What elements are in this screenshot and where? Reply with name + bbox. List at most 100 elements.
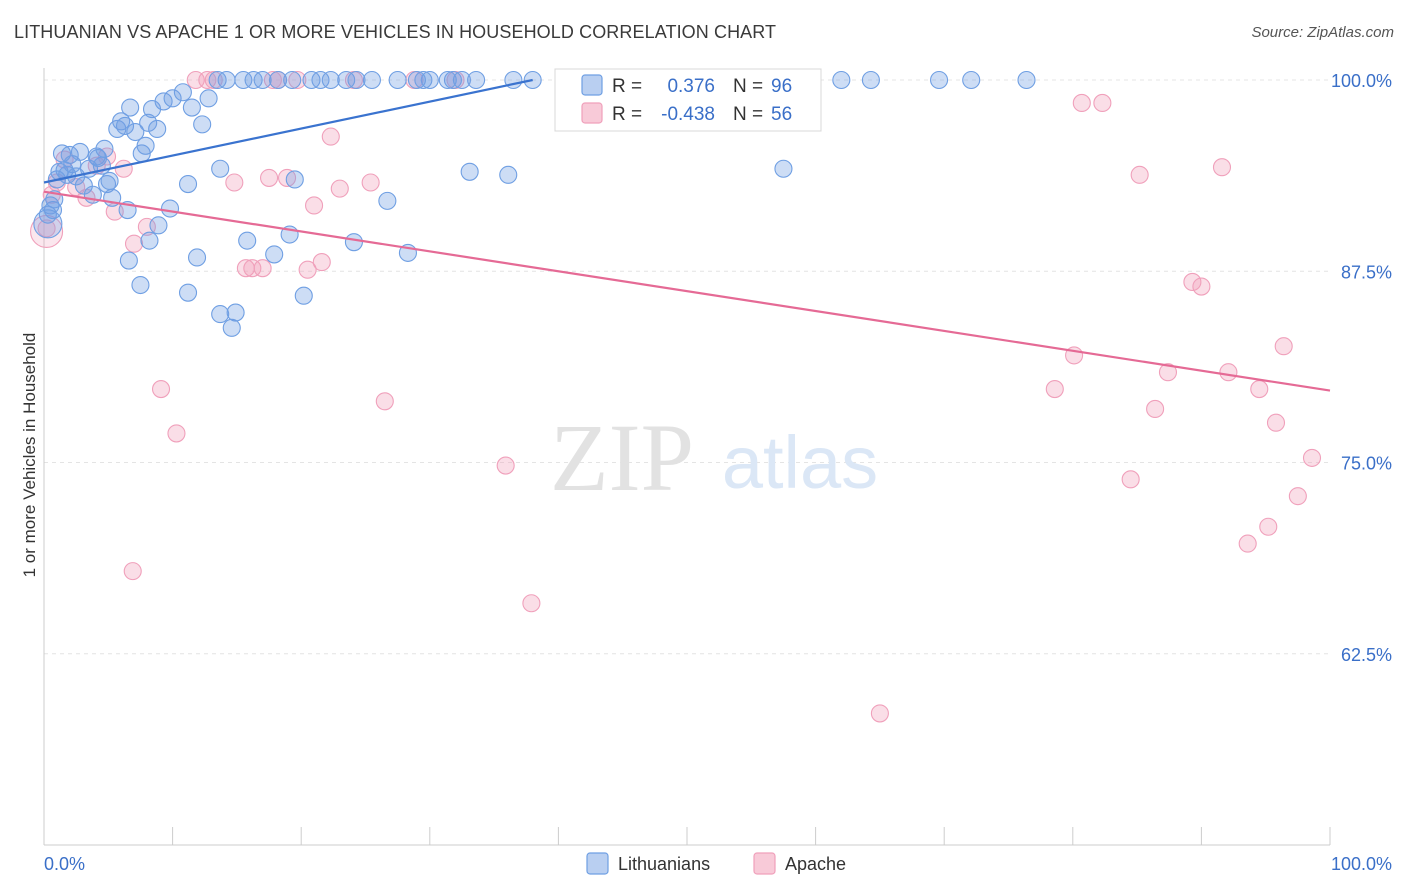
apache-point (37, 219, 56, 238)
lithuanian-point (344, 233, 363, 252)
y-tick-label: 87.5% (1341, 262, 1392, 282)
lithuanian-point (420, 70, 439, 90)
stats-n-label-apache: N = (733, 104, 763, 125)
apache-point (1130, 165, 1149, 184)
lithuanian-point (285, 170, 304, 189)
lithuanian-point (311, 70, 330, 90)
apache-point (114, 159, 133, 178)
lithuanian-point (337, 70, 356, 90)
lithuanian-point (148, 119, 167, 139)
y-tick-labels: 62.5% 75.0% 87.5% 100.0% (1331, 71, 1392, 665)
lithuanian-point (962, 70, 981, 90)
lithuanian-point (499, 165, 518, 184)
lithuanian-point (321, 70, 340, 90)
stats-r-label-lithuanians: R = (612, 76, 642, 97)
lithuanian-point (438, 70, 457, 90)
lithuanian-point-large (33, 209, 63, 239)
source-label: Source: ZipAtlas.com (1251, 24, 1394, 41)
apache-point (870, 704, 889, 723)
apache-point (522, 594, 541, 613)
lithuanian-point (388, 70, 407, 90)
apache-trend-line (43, 190, 1331, 392)
lithuanian-point (149, 216, 168, 235)
lithuanian-point (211, 305, 230, 324)
lithuanian-point (378, 191, 397, 210)
lithuanian-point (139, 113, 158, 132)
apache-point (1045, 380, 1064, 399)
legend-label-apache[interactable]: Apache (785, 854, 846, 874)
apache-point (1250, 380, 1269, 399)
apache-point (1288, 487, 1307, 506)
stats-r-label-apache: R = (612, 104, 642, 125)
apache-point (1212, 158, 1232, 177)
lithuanian-point (140, 231, 159, 250)
lithuanian-point (294, 286, 313, 305)
y-tick-label: 62.5% (1341, 645, 1392, 665)
lithuanian-point (407, 70, 426, 90)
apache-point (263, 70, 282, 90)
grid-lines (44, 79, 1330, 655)
lithuanian-point (199, 89, 218, 108)
lithuanian-point (265, 245, 284, 264)
lithuanian-point (182, 98, 201, 117)
chart-title: LITHUANIAN VS APACHE 1 OR MORE VEHICLES … (14, 22, 777, 42)
lithuanian-trend-line (43, 78, 533, 184)
lithuanian-point (88, 148, 108, 168)
lithuanian-point (283, 70, 302, 90)
lithuanian-point (70, 142, 90, 161)
lithuanian-point (253, 70, 272, 90)
x-tick-labels: 0.0% 100.0% (44, 854, 1392, 874)
apache-point (198, 70, 217, 90)
apache-point (167, 424, 186, 443)
lithuanian-point (234, 70, 253, 90)
legend-swatch-lithuanians[interactable] (586, 852, 609, 875)
y-axis-label: 1 or more Vehicles in Household (20, 332, 39, 578)
lithuanian-point (226, 303, 245, 322)
lithuanian-point (178, 174, 198, 194)
stats-swatch-lithuanians (581, 74, 603, 96)
lithuanian-point (347, 70, 366, 90)
apache-point (1274, 337, 1293, 356)
stats-swatch-apache (581, 102, 603, 124)
apache-point (330, 179, 349, 198)
apache-point (1146, 399, 1165, 419)
stats-n-label-lithuanians: N = (733, 76, 763, 97)
lithuanian-point (178, 283, 198, 302)
lithuanian-point (45, 190, 64, 209)
lithuanian-point (173, 83, 192, 102)
apache-point (278, 168, 297, 187)
x-tick-label: 100.0% (1331, 854, 1392, 874)
lithuanian-point (832, 70, 851, 90)
apache-point (1158, 363, 1178, 382)
apache-point (496, 456, 515, 475)
trend-lines (43, 78, 1331, 392)
watermark-zip: ZIP (550, 404, 694, 511)
legend-label-lithuanians[interactable]: Lithuanians (618, 854, 710, 874)
lithuanian-points (33, 70, 1036, 337)
apache-point (361, 173, 380, 192)
lithuanian-point (95, 139, 114, 158)
stats-legend: R = 0.376 N = 96 R = -0.438 N = 56 (554, 68, 822, 132)
y-tick-label: 75.0% (1341, 454, 1392, 474)
x-tick-label: 0.0% (44, 854, 85, 874)
lithuanian-point (211, 159, 230, 178)
lithuanian-point (131, 275, 150, 295)
apache-point (1266, 413, 1286, 432)
apache-point (375, 392, 394, 411)
apache-point (1192, 277, 1211, 296)
lithuanian-point (121, 98, 140, 117)
lithuanian-point (187, 248, 207, 267)
apache-point (151, 380, 171, 399)
legend-swatch-apache[interactable] (753, 852, 776, 875)
lithuanian-point (136, 136, 155, 155)
lithuanian-point (217, 70, 236, 90)
lithuanian-point (115, 116, 135, 135)
apache-point (312, 253, 331, 272)
lithuanian-point (414, 70, 433, 90)
stats-r-value-apache: -0.438 (661, 104, 715, 125)
apache-point (123, 562, 142, 581)
apache-point (137, 217, 156, 236)
lithuanian-point (119, 251, 138, 270)
apache-point (298, 260, 317, 279)
